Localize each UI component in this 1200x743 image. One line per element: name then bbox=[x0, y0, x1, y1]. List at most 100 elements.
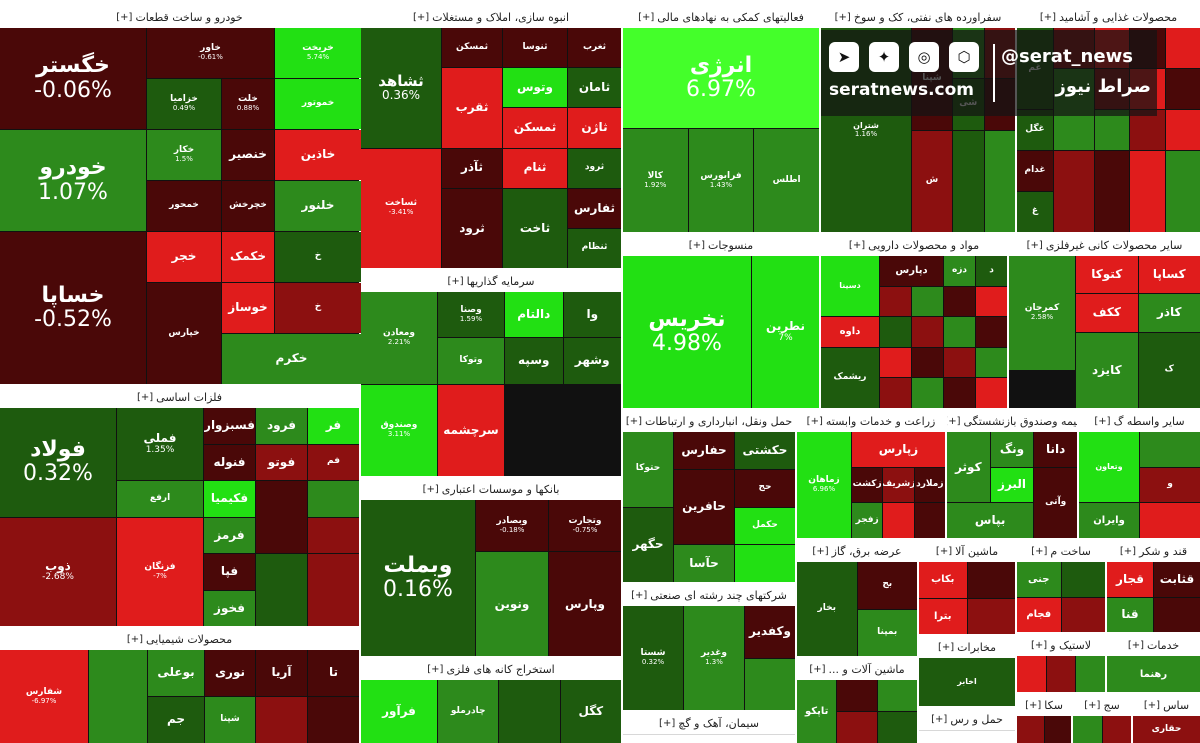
stock-tile[interactable]: ثامان bbox=[568, 68, 621, 108]
stock-tile[interactable]: کایزد bbox=[1076, 332, 1138, 408]
tile[interactable]: اخابر bbox=[919, 658, 1015, 706]
tile[interactable]: غدام bbox=[1017, 151, 1053, 191]
stock-tile[interactable]: فوتو bbox=[256, 444, 307, 480]
tile[interactable] bbox=[880, 347, 911, 378]
stock-tile[interactable]: فپا bbox=[204, 554, 255, 590]
stock-tile[interactable]: وسپه bbox=[505, 338, 563, 384]
stock-tile[interactable]: خچرخش bbox=[222, 181, 274, 231]
stock-tile[interactable]: کالا 1.92% bbox=[623, 129, 688, 232]
stock-tile[interactable]: خکرم bbox=[222, 334, 361, 384]
stock-tile[interactable]: وا bbox=[563, 292, 621, 338]
stock-tile[interactable]: ثشاهد 0.36% bbox=[361, 28, 441, 148]
stock-tile[interactable]: فرابورس 1.43% bbox=[688, 129, 754, 232]
tile[interactable] bbox=[256, 554, 307, 626]
stock-tile[interactable]: خکار 1.5% bbox=[147, 130, 221, 180]
stock-tile[interactable]: ثمسکن bbox=[442, 28, 502, 68]
tile[interactable]: داوه bbox=[821, 317, 879, 347]
tile[interactable] bbox=[1154, 597, 1200, 632]
tile[interactable] bbox=[953, 130, 984, 232]
tile[interactable] bbox=[914, 503, 945, 538]
stock-tile[interactable]: خموتور bbox=[275, 79, 361, 129]
stock-tile[interactable]: حفارس bbox=[674, 432, 734, 469]
stock-tile[interactable]: وغدیر 1.3% bbox=[684, 606, 744, 710]
stock-tile[interactable]: آریا bbox=[256, 650, 307, 696]
tile[interactable] bbox=[976, 317, 1007, 347]
stock-tile[interactable]: فولاد 0.32% bbox=[0, 408, 116, 517]
tile[interactable] bbox=[1130, 110, 1165, 150]
stock-tile[interactable]: وبملت 0.16% bbox=[361, 500, 475, 656]
expand-button[interactable]: [+] bbox=[1084, 699, 1101, 711]
stock-tile[interactable]: زپارس bbox=[852, 432, 945, 467]
stock-tile[interactable]: خریخت 5.74% bbox=[275, 28, 361, 78]
stock-tile[interactable]: ثرود bbox=[568, 148, 621, 188]
expand-button[interactable]: [+] bbox=[1039, 11, 1057, 23]
stock-tile[interactable]: خاذین bbox=[275, 130, 361, 180]
tile[interactable] bbox=[1140, 432, 1200, 467]
expand-button[interactable]: [+] bbox=[1031, 545, 1048, 557]
tile[interactable] bbox=[308, 697, 359, 743]
stock-tile[interactable]: خوساز bbox=[222, 283, 274, 333]
stock-tile[interactable]: بج bbox=[857, 562, 917, 609]
stock-tile[interactable]: خ bbox=[275, 232, 361, 282]
tile[interactable] bbox=[1140, 503, 1200, 538]
stock-tile[interactable]: حگهر bbox=[623, 507, 673, 582]
stock-tile[interactable]: خاور -0.61% bbox=[147, 28, 274, 78]
expand-button[interactable]: [+] bbox=[1119, 545, 1137, 557]
stock-tile[interactable]: کگل bbox=[560, 680, 621, 743]
stock-tile[interactable]: بپاس bbox=[947, 503, 1034, 538]
stock-tile[interactable]: تا bbox=[308, 650, 359, 696]
tile[interactable]: و bbox=[1140, 467, 1200, 503]
tile[interactable]: وایران bbox=[1079, 503, 1139, 538]
stock-tile[interactable]: کمرجان 2.58% bbox=[1009, 256, 1075, 370]
stock-tile[interactable]: ثنام bbox=[503, 148, 567, 188]
stock-tile[interactable]: ومعادن 2.21% bbox=[361, 292, 437, 384]
tile[interactable] bbox=[912, 347, 943, 378]
stock-tile[interactable]: زکشت bbox=[852, 467, 883, 503]
expand-button[interactable]: [+] bbox=[659, 717, 676, 729]
expand-button[interactable]: [+] bbox=[1127, 639, 1144, 651]
expand-button[interactable]: [+] bbox=[625, 415, 643, 427]
tile[interactable] bbox=[1165, 110, 1200, 150]
stock-tile[interactable]: حکشتی bbox=[735, 432, 795, 469]
tile[interactable] bbox=[1130, 151, 1165, 232]
stock-tile[interactable]: وصنا 1.59% bbox=[438, 292, 504, 338]
stock-tile[interactable]: حتوکا bbox=[623, 432, 673, 507]
tile[interactable] bbox=[745, 658, 795, 710]
tile[interactable] bbox=[883, 503, 914, 538]
stock-tile[interactable]: زشریف bbox=[883, 467, 914, 503]
stock-tile[interactable]: ثاخت bbox=[503, 188, 567, 268]
tile[interactable] bbox=[944, 317, 975, 347]
stock-tile[interactable]: کتوکا bbox=[1076, 256, 1138, 294]
tile[interactable]: رهنما bbox=[1107, 656, 1200, 692]
expand-button[interactable]: [+] bbox=[412, 11, 430, 23]
tile[interactable] bbox=[984, 130, 1015, 232]
tile[interactable]: فجام bbox=[1017, 597, 1061, 632]
expand-button[interactable]: [+] bbox=[638, 11, 655, 23]
stock-tile[interactable]: خجر bbox=[147, 232, 221, 282]
stock-tile[interactable]: ارفع bbox=[117, 481, 203, 517]
tile[interactable]: جنی bbox=[1017, 562, 1061, 597]
stock-tile[interactable]: البرز bbox=[990, 467, 1034, 503]
stock-tile[interactable]: فخوز bbox=[204, 590, 255, 626]
tile[interactable] bbox=[89, 650, 147, 743]
expand-button[interactable]: [+] bbox=[1031, 639, 1048, 651]
expand-button[interactable]: [+] bbox=[931, 713, 948, 725]
tile[interactable] bbox=[880, 286, 911, 317]
stock-tile[interactable]: فرآور bbox=[361, 680, 437, 743]
tile[interactable] bbox=[837, 712, 877, 743]
tile[interactable] bbox=[1017, 716, 1044, 743]
stock-tile[interactable]: فر bbox=[308, 408, 359, 444]
tile[interactable] bbox=[308, 517, 359, 553]
expand-button[interactable]: [+] bbox=[427, 663, 444, 675]
stock-tile[interactable]: چادرملو bbox=[438, 680, 499, 743]
stock-tile[interactable]: حج bbox=[735, 469, 795, 507]
tile[interactable] bbox=[1061, 597, 1105, 632]
stock-tile[interactable]: فزنگان -7% bbox=[117, 517, 203, 626]
tile[interactable]: غ bbox=[1017, 192, 1053, 232]
tile[interactable] bbox=[944, 347, 975, 378]
stock-tile[interactable]: ثقرب bbox=[442, 68, 502, 148]
expand-button[interactable]: [+] bbox=[688, 239, 705, 251]
tile[interactable] bbox=[1165, 28, 1200, 68]
stock-tile[interactable]: ونگ bbox=[990, 432, 1034, 467]
stock-tile[interactable]: زفجر bbox=[852, 503, 883, 538]
